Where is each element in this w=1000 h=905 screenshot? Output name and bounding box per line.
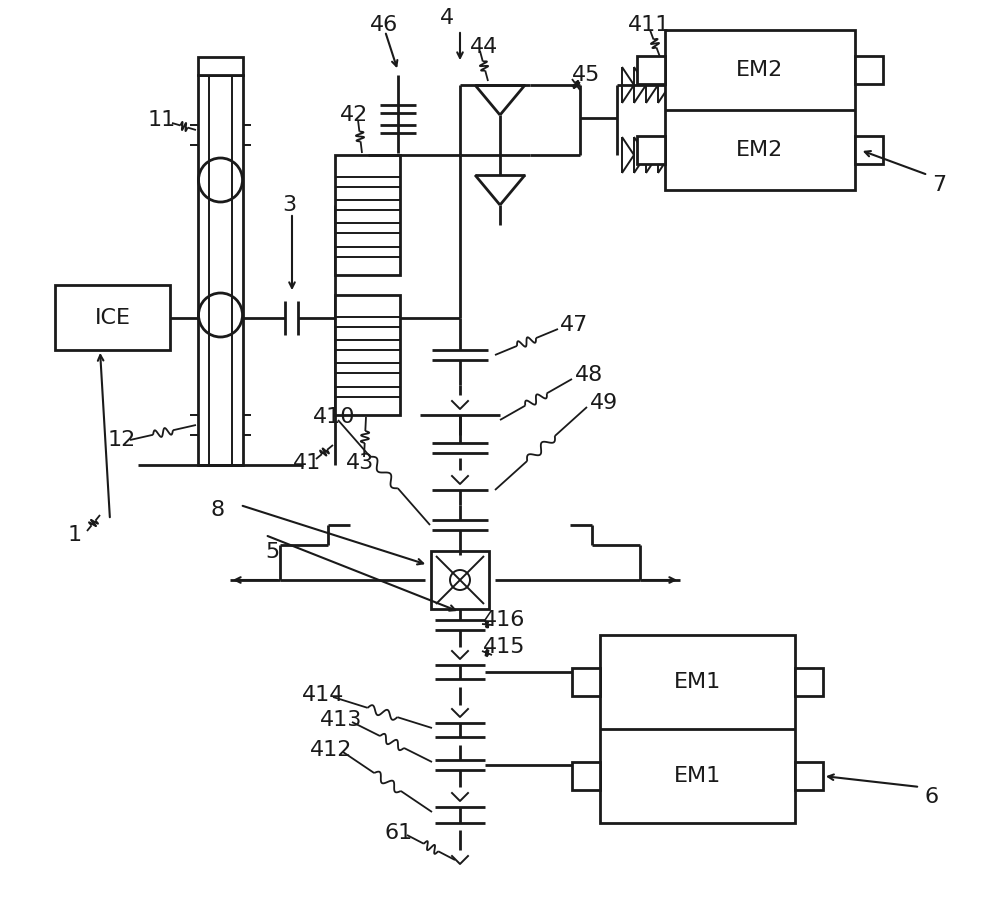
Bar: [572, 668, 600, 696]
Text: 49: 49: [590, 393, 618, 413]
Text: 12: 12: [108, 430, 136, 450]
Text: ICE: ICE: [94, 308, 130, 328]
Text: 41: 41: [293, 453, 321, 473]
Text: 47: 47: [560, 315, 588, 335]
Bar: [855, 56, 883, 84]
Text: 410: 410: [313, 407, 356, 427]
Text: 411: 411: [628, 15, 670, 35]
Text: 61: 61: [385, 823, 413, 843]
Text: 11: 11: [148, 110, 176, 130]
Text: 45: 45: [572, 65, 600, 85]
Bar: [335, 155, 400, 275]
Bar: [431, 551, 489, 609]
Text: 5: 5: [265, 542, 279, 562]
Text: EM2: EM2: [736, 140, 784, 160]
Text: EM1: EM1: [674, 672, 721, 692]
Bar: [795, 668, 823, 696]
Bar: [198, 57, 243, 75]
Text: 43: 43: [346, 453, 374, 473]
Bar: [600, 635, 795, 823]
Bar: [572, 762, 600, 790]
Bar: [795, 762, 823, 790]
Text: 48: 48: [575, 365, 603, 385]
Bar: [637, 136, 665, 164]
Text: 7: 7: [932, 175, 946, 195]
Bar: [855, 136, 883, 164]
Bar: [198, 75, 243, 465]
Text: 46: 46: [370, 15, 398, 35]
Text: 412: 412: [310, 740, 352, 760]
Bar: [335, 295, 400, 415]
Text: 4: 4: [440, 8, 454, 28]
Text: 414: 414: [302, 685, 344, 705]
Text: 3: 3: [282, 195, 296, 215]
Text: 413: 413: [320, 710, 362, 730]
Text: 415: 415: [483, 637, 526, 657]
Bar: [665, 30, 855, 190]
Text: 416: 416: [483, 610, 525, 630]
Text: EM2: EM2: [736, 60, 784, 80]
Text: EM1: EM1: [674, 766, 721, 786]
Text: 8: 8: [210, 500, 224, 520]
Text: 6: 6: [924, 787, 938, 807]
Text: 44: 44: [470, 37, 498, 57]
Text: 1: 1: [68, 525, 82, 545]
Bar: [55, 285, 170, 350]
Bar: [637, 56, 665, 84]
Text: 42: 42: [340, 105, 368, 125]
